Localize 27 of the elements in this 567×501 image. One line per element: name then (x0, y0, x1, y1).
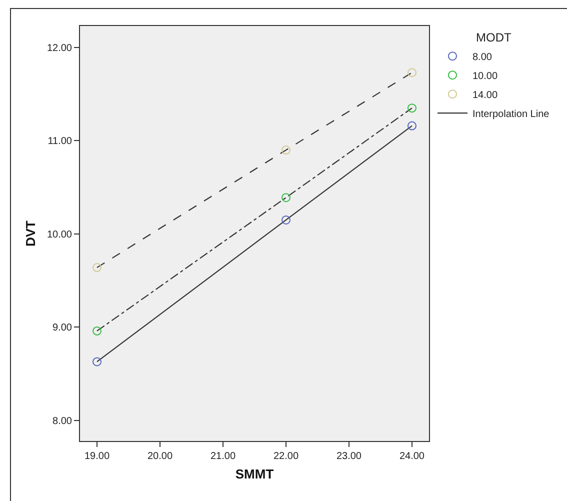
x-tick-label: 19.00 (84, 451, 110, 462)
legend-label: 8.00 (472, 52, 492, 63)
x-axis-title: SMMT (235, 466, 274, 482)
y-tick-label: 12.00 (46, 42, 72, 54)
y-tick-label: 9.00 (52, 322, 72, 334)
x-tick-label: 23.00 (336, 451, 362, 462)
legend-label: Interpolation Line (472, 109, 550, 120)
point (92, 357, 102, 366)
y-tick-label: 10.00 (46, 229, 72, 240)
x-tick-label: 24.00 (399, 451, 425, 462)
point (407, 121, 416, 130)
x-tick-label: 22.00 (273, 451, 299, 462)
x-tick-label: 20.00 (147, 451, 173, 462)
x-tick-label: 21.00 (210, 451, 236, 462)
point (282, 193, 290, 202)
point (407, 68, 416, 78)
legend-label: 10.00 (472, 71, 498, 82)
y-tick-label: 8.00 (52, 416, 72, 427)
point (407, 104, 416, 113)
legend-label: 14.00 (472, 90, 498, 101)
y-tick-label: 11.00 (48, 136, 72, 148)
y-axis-title: DVT (22, 220, 38, 246)
point (282, 215, 290, 224)
legend-title: MODT (476, 30, 512, 45)
point (282, 146, 290, 155)
point (92, 263, 102, 272)
point (92, 326, 102, 336)
